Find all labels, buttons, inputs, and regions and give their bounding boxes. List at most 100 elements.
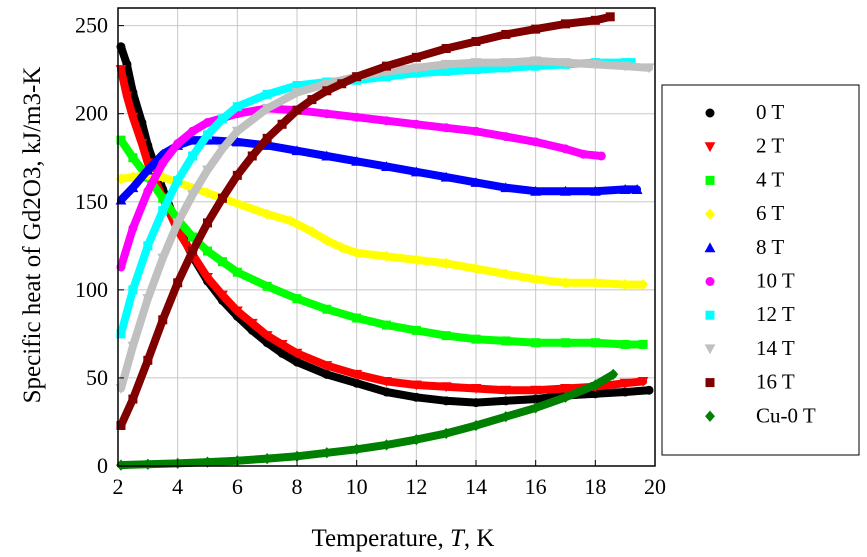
data-point	[590, 379, 601, 391]
data-point	[441, 66, 451, 76]
data-point	[441, 331, 451, 341]
y-tick-label: 150	[75, 189, 108, 214]
data-point	[262, 452, 273, 465]
data-point	[470, 176, 482, 187]
legend-marker	[705, 310, 715, 320]
data-point	[321, 361, 333, 371]
series-line	[117, 42, 653, 407]
data-point	[411, 392, 421, 402]
data-point	[158, 158, 168, 168]
data-point	[589, 59, 601, 70]
data-point	[127, 182, 139, 193]
y-tick-label: 100	[75, 277, 108, 302]
data-point	[231, 136, 243, 147]
data-point	[590, 389, 600, 399]
data-point	[644, 385, 654, 395]
legend-label: Cu-0 T	[756, 403, 816, 427]
data-point	[261, 103, 273, 114]
data-point	[351, 247, 362, 259]
data-point	[560, 383, 571, 394]
data-point	[578, 149, 588, 159]
legend-marker	[704, 242, 716, 253]
data-point	[172, 218, 184, 229]
data-point	[643, 63, 655, 74]
data-point	[277, 348, 287, 358]
data-point	[619, 61, 631, 72]
data-point	[202, 273, 213, 283]
x-tick-label: 18	[584, 474, 606, 499]
data-point	[136, 139, 148, 150]
legend-item: 12 T	[705, 302, 795, 326]
data-point	[292, 105, 302, 115]
data-point	[351, 369, 363, 380]
data-point	[188, 151, 198, 161]
x-tick-label: 6	[232, 474, 243, 499]
data-point	[351, 155, 363, 166]
data-point	[202, 187, 213, 199]
data-point	[531, 137, 541, 147]
data-point	[202, 165, 213, 176]
data-point	[411, 433, 422, 446]
data-point	[143, 186, 153, 196]
data-point	[500, 182, 512, 193]
data-point	[560, 58, 571, 69]
data-point	[471, 36, 481, 46]
data-point	[471, 65, 481, 75]
data-point	[158, 206, 168, 216]
data-point	[291, 348, 303, 359]
data-point	[203, 246, 212, 256]
data-point	[501, 336, 511, 346]
data-point	[530, 185, 542, 196]
data-point	[337, 79, 347, 89]
data-point	[411, 52, 421, 62]
data-point	[411, 325, 421, 335]
data-point	[173, 176, 183, 186]
legend: 0 T 2 T 4 T 6 T 8 T 10 T 12 T 14 T 16 T Cu-0 T	[661, 84, 860, 456]
legend-label: 10 T	[756, 269, 795, 293]
data-point	[188, 246, 198, 256]
data-point	[262, 89, 272, 99]
data-point	[173, 139, 183, 149]
series-line	[117, 58, 636, 338]
legend-item: 16 T	[705, 370, 795, 394]
plot-frame	[117, 7, 656, 467]
data-point	[530, 273, 541, 285]
legend-label: 14 T	[756, 336, 795, 360]
x-tick-label: 8	[292, 474, 303, 499]
data-point	[322, 86, 332, 96]
y-tick-label: 50	[86, 365, 108, 390]
data-point	[217, 290, 228, 301]
data-point	[596, 151, 606, 161]
data-point	[441, 396, 451, 406]
data-point	[471, 419, 481, 432]
legend-item: 8 T	[704, 235, 784, 259]
data-point	[590, 277, 601, 289]
legend-marker	[704, 142, 716, 153]
data-point	[382, 320, 391, 330]
series-line	[117, 12, 615, 430]
legend-item: 0 T	[705, 100, 784, 124]
series-14-t	[115, 56, 655, 394]
data-point	[382, 116, 391, 126]
data-point	[173, 278, 183, 288]
data-point	[560, 277, 571, 289]
data-point	[561, 19, 570, 29]
data-point	[605, 12, 615, 22]
data-point	[232, 197, 243, 210]
legend-item: 10 T	[705, 269, 795, 293]
legend-label: 6 T	[756, 201, 784, 225]
x-tick-label: 2	[113, 474, 124, 499]
data-point	[232, 102, 242, 112]
data-point	[531, 338, 541, 348]
data-point	[620, 278, 631, 291]
data-point	[322, 304, 332, 314]
data-point	[589, 185, 601, 196]
data-point	[410, 166, 422, 177]
data-point	[262, 133, 272, 143]
data-point	[128, 394, 138, 404]
legend-marker	[705, 277, 715, 286]
data-point	[231, 126, 243, 137]
data-point	[638, 339, 648, 349]
